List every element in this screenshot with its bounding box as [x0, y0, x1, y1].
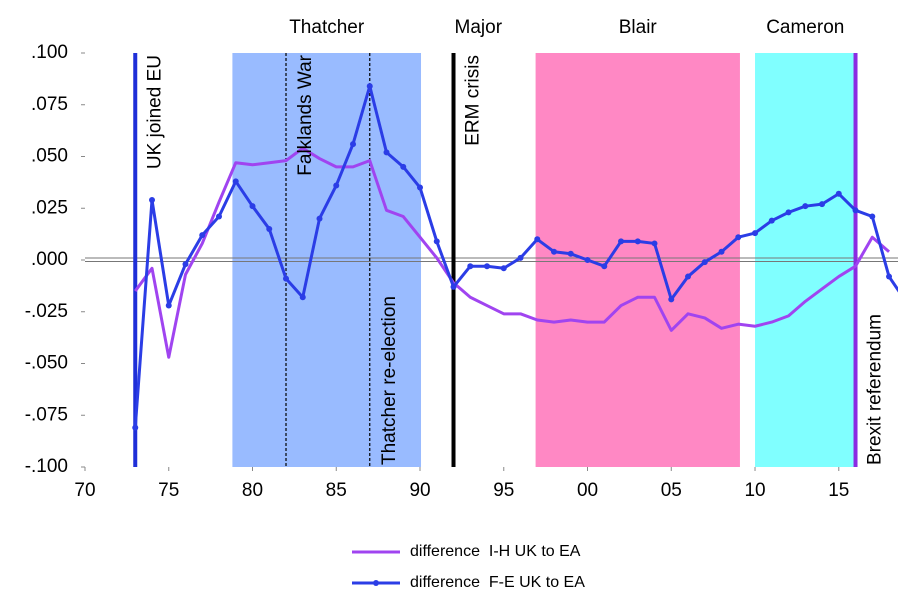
y-tick-label: -.075	[25, 404, 68, 425]
series-marker	[584, 257, 591, 263]
period-label: Major	[455, 17, 503, 38]
x-tick-label: 85	[326, 480, 347, 501]
series-marker	[618, 238, 625, 245]
x-tick-label: 05	[661, 480, 682, 501]
series-marker	[886, 273, 893, 280]
series-marker	[685, 273, 692, 280]
series-marker	[869, 213, 876, 220]
series-marker	[165, 302, 172, 309]
series-marker	[718, 248, 725, 255]
series-marker	[283, 275, 290, 282]
series-marker	[500, 265, 507, 272]
series-marker	[651, 240, 658, 247]
x-tick-label: 00	[577, 480, 598, 501]
event-label: Falklands War	[295, 54, 316, 175]
event-label: Thatcher re-election	[379, 296, 400, 465]
series-marker	[350, 141, 357, 148]
period-label: Blair	[619, 17, 658, 38]
y-tick-label: .050	[31, 146, 68, 167]
series-marker	[266, 225, 273, 232]
series-marker	[450, 283, 457, 290]
series-marker	[752, 230, 759, 237]
series-marker	[634, 238, 641, 245]
series-marker	[852, 207, 859, 214]
series-marker	[383, 149, 390, 156]
x-tick-label: 70	[74, 480, 95, 501]
series-marker	[835, 190, 842, 197]
period-label: Cameron	[766, 17, 844, 38]
series-marker	[551, 248, 558, 255]
series-marker	[149, 196, 156, 203]
series-marker	[768, 217, 775, 224]
series-marker	[467, 263, 474, 270]
series-marker	[366, 83, 373, 90]
series-marker	[484, 263, 491, 270]
y-tick-label: -.025	[25, 301, 68, 322]
series-marker	[216, 213, 223, 220]
series-marker	[668, 296, 675, 303]
series-marker	[433, 238, 440, 245]
labels: Thatcher Major Blair Cameron -.100 -.075 -.050…	[25, 17, 886, 591]
x-tick-label: 10	[744, 480, 765, 501]
y-tick-label: .100	[31, 42, 68, 63]
y-tick-label: .025	[31, 197, 68, 218]
series-marker	[299, 294, 306, 301]
event-label: UK joined EU	[144, 55, 165, 169]
y-tick-label: -.100	[25, 456, 68, 477]
series-marker	[534, 236, 541, 243]
x-tick-label: 90	[409, 480, 430, 501]
series-marker	[785, 209, 792, 216]
period-band	[232, 53, 422, 467]
legend-marker	[373, 580, 379, 586]
event-label: Brexit referendum	[865, 314, 886, 465]
event-label: ERM crisis	[463, 55, 484, 146]
x-tick-label: 75	[158, 480, 179, 501]
backgrounds	[81, 52, 898, 471]
plot-area	[132, 53, 898, 467]
series-marker	[802, 203, 809, 210]
x-tick-label: 80	[242, 480, 263, 501]
series-marker	[232, 178, 239, 185]
period-band	[755, 53, 856, 467]
y-tick-label: .000	[31, 249, 68, 270]
series-marker	[199, 232, 206, 239]
series-marker	[819, 201, 826, 208]
y-tick-label: .075	[31, 94, 68, 115]
y-tick-label: -.050	[25, 353, 68, 374]
period-label: Thatcher	[289, 17, 365, 38]
series-marker	[701, 259, 708, 266]
series-marker	[517, 254, 524, 261]
series-marker	[601, 263, 608, 270]
series-marker	[132, 424, 139, 431]
series-line	[134, 146, 891, 359]
series-marker	[316, 215, 323, 222]
series-marker	[400, 163, 407, 170]
series-marker	[417, 184, 424, 191]
legend-label: difference I-H UK to EA	[410, 543, 581, 560]
series-marker	[249, 203, 256, 210]
x-tick-label: 15	[828, 480, 849, 501]
series-marker	[735, 234, 742, 241]
series-marker	[567, 250, 574, 257]
x-tick-label: 95	[493, 480, 514, 501]
legend-label: difference F-E UK to EA	[410, 574, 585, 591]
series-marker	[182, 261, 189, 268]
series-marker	[333, 182, 340, 189]
